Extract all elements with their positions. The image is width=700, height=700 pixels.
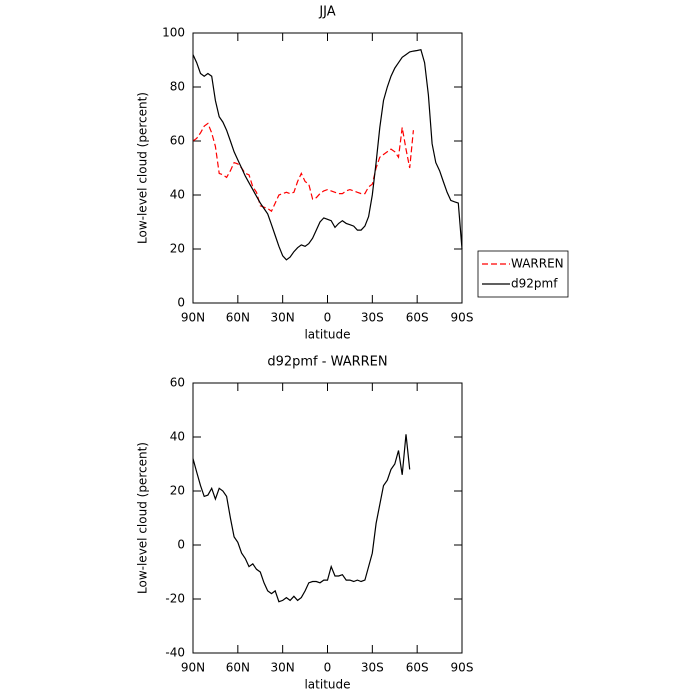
y-tick-label: -40 xyxy=(165,646,185,660)
y-tick-label: 0 xyxy=(177,296,185,310)
y-tick-label: 100 xyxy=(162,26,185,40)
y-axis-label: Low-level cloud (percent) xyxy=(136,92,150,244)
y-tick-label: 60 xyxy=(170,376,185,390)
data-line xyxy=(192,122,414,213)
x-tick-label: 60N xyxy=(226,311,250,325)
y-tick-label: 0 xyxy=(177,538,185,552)
x-tick-label: 30S xyxy=(361,661,384,675)
plot-frame xyxy=(192,32,463,304)
x-tick-label: 60N xyxy=(226,661,250,675)
x-tick-label: 60S xyxy=(406,661,429,675)
data-line xyxy=(192,434,411,603)
y-tick-label: 40 xyxy=(170,188,185,202)
x-tick-label: 90S xyxy=(451,661,474,675)
y-tick-label: 40 xyxy=(170,430,185,444)
x-tick-label: 90S xyxy=(451,311,474,325)
x-tick-label: 90N xyxy=(181,311,205,325)
data-line xyxy=(192,48,463,261)
x-tick-label: 60S xyxy=(406,311,429,325)
x-tick-label: 30N xyxy=(271,661,295,675)
x-axis-label: latitude xyxy=(304,678,350,692)
y-tick-label: -20 xyxy=(165,592,185,606)
x-tick-label: 30S xyxy=(361,311,384,325)
x-tick-label: 90N xyxy=(181,661,205,675)
legend-box xyxy=(477,250,569,298)
legend-label: WARREN xyxy=(511,257,564,271)
y-tick-label: 20 xyxy=(170,484,185,498)
x-tick-label: 0 xyxy=(324,661,332,675)
x-tick-label: 30N xyxy=(271,311,295,325)
plot-frame xyxy=(192,382,463,654)
x-tick-label: 0 xyxy=(324,311,332,325)
y-axis-label: Low-level cloud (percent) xyxy=(136,442,150,594)
y-tick-label: 80 xyxy=(170,80,185,94)
chart-title: JJA xyxy=(318,5,335,20)
chart-title: d92pmf - WARREN xyxy=(267,355,387,370)
y-tick-label: 60 xyxy=(170,134,185,148)
y-tick-label: 20 xyxy=(170,242,185,256)
legend-label: d92pmf xyxy=(511,277,558,291)
x-axis-label: latitude xyxy=(304,328,350,342)
